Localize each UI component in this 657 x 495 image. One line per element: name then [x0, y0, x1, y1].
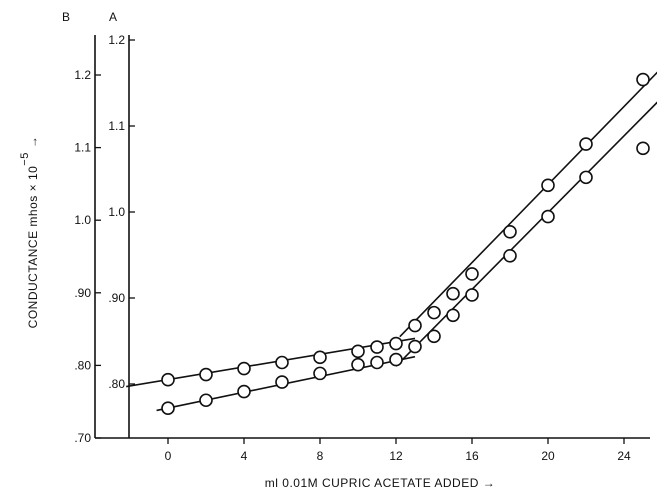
series-a-point — [446, 286, 460, 301]
y-axis-b-tick-label: 1.0 — [74, 213, 91, 227]
series-a-point — [541, 178, 555, 193]
y-axis-a-tick-label: .90 — [108, 291, 125, 305]
series-a-point — [408, 318, 422, 333]
series-b-point — [351, 357, 365, 372]
series-a-point — [199, 367, 213, 382]
series-b-point — [237, 384, 251, 399]
y-axis-title: CONDUCTANCE mhos × 10−5 → — [19, 136, 40, 329]
series-a-point — [161, 372, 175, 387]
series-b-point — [408, 339, 422, 354]
y-axis-b-tick-label: .90 — [74, 286, 91, 300]
y-axis-a-tick-label: 1.1 — [108, 119, 125, 133]
x-tick-label: 0 — [165, 449, 172, 463]
series-a-point — [389, 336, 403, 351]
series-a-point — [351, 344, 365, 359]
y-axis-b-tick-label: .70 — [74, 431, 91, 445]
x-tick-label: 20 — [541, 449, 555, 463]
y-axis-title-main: CONDUCTANCE mhos × 10 — [26, 166, 40, 329]
series-b-point — [503, 248, 517, 263]
series-b-point — [636, 141, 650, 156]
x-tick-label: 24 — [617, 449, 631, 463]
series-b-point — [465, 288, 479, 302]
series-b-fit-line-2 — [395, 101, 657, 367]
x-tick-label: 16 — [465, 449, 479, 463]
series-a-point — [427, 305, 441, 320]
x-axis-title: ml 0.01M CUPRIC ACETATE ADDED → — [265, 476, 495, 490]
series-a-point — [275, 355, 289, 370]
series-a-point — [313, 350, 327, 365]
series-a-point — [503, 224, 517, 239]
x-tick-label: 4 — [241, 449, 248, 463]
y-axis-a-tick-label: .80 — [108, 377, 125, 391]
series-a-point — [370, 340, 384, 354]
axis-header-b: B — [62, 10, 70, 24]
series-b-point — [541, 209, 555, 224]
y-axis-a-tick-label: 1.0 — [108, 205, 125, 219]
y-axis-b-tick-label: .80 — [74, 358, 91, 372]
y-axis-a-tick-label: 1.2 — [108, 33, 125, 47]
y-axis-b-tick-label: 1.1 — [74, 141, 91, 155]
series-b-point — [161, 401, 175, 416]
series-b-point — [427, 329, 441, 344]
series-a-point — [465, 267, 479, 281]
series-b-point — [370, 355, 384, 370]
y-axis-b-tick-label: 1.2 — [74, 68, 91, 82]
svg-text:CONDUCTANCE mhos × 10−5→: CONDUCTANCE mhos × 10−5 → — [19, 136, 40, 329]
series-b-point — [313, 366, 327, 381]
series-a-point — [636, 72, 650, 87]
series-b-point — [199, 393, 213, 408]
x-tick-label: 8 — [317, 449, 324, 463]
series-a-fit-line-2 — [399, 71, 657, 338]
series-b-point — [389, 352, 403, 367]
axis-header-a: A — [109, 10, 117, 24]
series-a-point — [579, 137, 593, 151]
series-a-point — [237, 361, 251, 376]
y-axis-title-exponent: −5 — [19, 152, 31, 166]
series-b-point — [446, 308, 460, 323]
series-b-point — [579, 170, 593, 185]
x-tick-label: 12 — [389, 449, 403, 463]
series-b-point — [275, 375, 289, 389]
y-axis-title-arrow: → — [26, 136, 40, 149]
